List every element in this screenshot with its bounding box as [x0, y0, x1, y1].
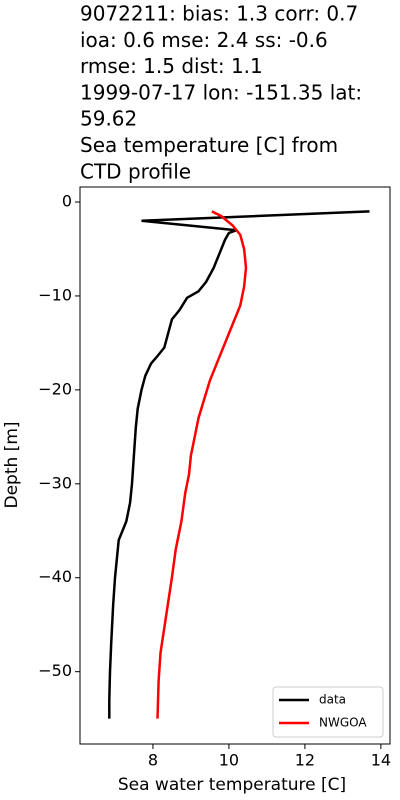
- y-tick-label: −30: [38, 473, 72, 492]
- y-tick-label: −40: [38, 567, 72, 586]
- y-tick-label: −20: [38, 379, 72, 398]
- x-tick-label: 10: [219, 751, 239, 770]
- chart-title: 9072211: bias: 1.3 corr: 0.7: [80, 2, 358, 26]
- chart-title: 1999-07-17 lon: -151.35 lat:: [80, 80, 362, 104]
- legend-label: data: [319, 693, 346, 707]
- chart-title: CTD profile: [80, 159, 191, 183]
- chart-title: rmse: 1.5 dist: 1.1: [80, 54, 263, 78]
- chart-title: ioa: 0.6 mse: 2.4 ss: -0.6: [80, 28, 328, 52]
- y-tick-label: −50: [38, 661, 72, 680]
- x-tick-label: 14: [371, 751, 391, 770]
- chart-title: Sea temperature [C] from: [80, 133, 338, 157]
- y-tick-label: 0: [62, 192, 72, 211]
- y-tick-label: −10: [38, 285, 72, 304]
- y-axis-label: Depth [m]: [2, 421, 22, 508]
- plot-frame: [79, 186, 391, 745]
- x-axis-label: Sea water temperature [C]: [118, 775, 346, 795]
- line: [156, 210, 248, 719]
- line: [108, 210, 370, 719]
- chart-title: 59.62: [80, 107, 137, 131]
- x-tick-label: 8: [148, 751, 158, 770]
- x-tick-label: 12: [295, 751, 315, 770]
- legend-label: NWGOA: [319, 716, 367, 730]
